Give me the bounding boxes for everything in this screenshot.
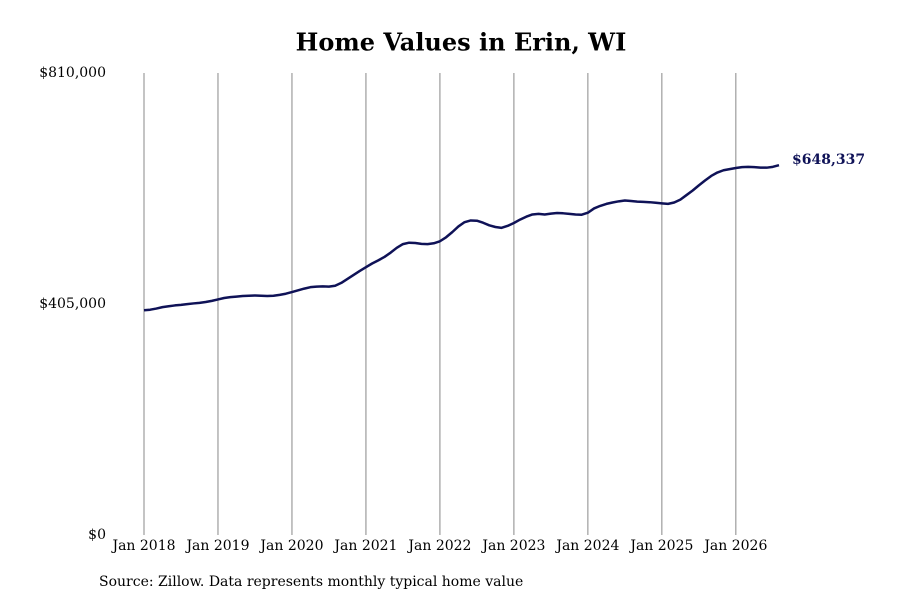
x-tick-label: Jan 2018 <box>110 538 175 554</box>
x-tick-label: Jan 2022 <box>406 538 471 554</box>
line-series <box>143 164 780 312</box>
x-tick-label: Jan 2025 <box>628 538 693 554</box>
y-tick-label: $0 <box>88 527 106 543</box>
y-tick-label: $405,000 <box>39 296 106 312</box>
x-tick-label: Jan 2021 <box>332 538 397 554</box>
value-label: $648,337 <box>792 152 865 168</box>
x-tick-label: Jan 2024 <box>554 538 619 554</box>
x-tick-label: Jan 2023 <box>480 538 545 554</box>
source-note: Source: Zillow. Data represents monthly … <box>99 574 523 590</box>
chart-title: Home Values in Erin, WI <box>296 28 627 57</box>
y-tick-label: $810,000 <box>39 65 106 81</box>
x-tick-label: Jan 2020 <box>258 538 323 554</box>
x-tick-label: Jan 2026 <box>702 538 767 554</box>
x-tick-label: Jan 2019 <box>184 538 249 554</box>
